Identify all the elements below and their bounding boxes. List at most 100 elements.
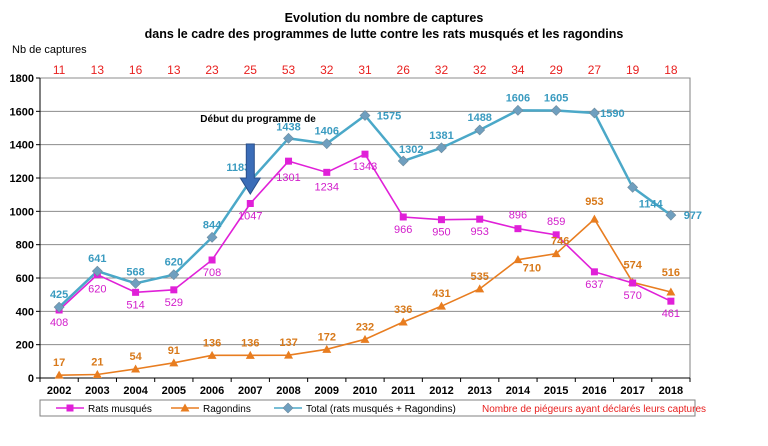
ragondins-data-label: 710	[523, 263, 541, 275]
y-tick-label: 0	[28, 373, 34, 385]
ragondins-data-label: 535	[471, 271, 489, 283]
rats-point	[552, 231, 560, 239]
total-point	[550, 105, 562, 116]
total-point	[397, 155, 409, 167]
total-data-label: 641	[88, 253, 106, 265]
trappers-count-label: 16	[129, 63, 143, 77]
x-tick-label: 2011	[391, 385, 415, 397]
trappers-count-label: 25	[244, 63, 258, 77]
rats-point	[667, 297, 675, 305]
y-tick-label: 1800	[10, 73, 34, 85]
rats-point	[208, 256, 216, 264]
trappers-count-label: 26	[397, 63, 411, 77]
trappers-count-label: 32	[473, 63, 487, 77]
total-data-label: 620	[165, 257, 183, 269]
rats-data-label: 620	[88, 284, 106, 296]
ragondins-data-label: 574	[623, 259, 642, 271]
ragondins-data-label: 516	[662, 267, 680, 279]
total-data-label: 1590	[600, 108, 624, 120]
total-data-label: 977	[684, 210, 702, 222]
x-tick-label: 2008	[276, 385, 300, 397]
x-tick-label: 2010	[353, 385, 377, 397]
rats-data-label: 896	[509, 210, 527, 222]
y-tick-label: 1200	[10, 173, 34, 185]
ragondins-data-label: 137	[279, 337, 297, 349]
y-tick-label: 200	[16, 340, 34, 352]
rats-point	[285, 157, 293, 165]
ragondins-point	[666, 287, 676, 296]
ragondins-data-label: 91	[168, 345, 180, 357]
ragondins-data-label: 54	[129, 351, 142, 363]
ragondins-data-label: 21	[91, 357, 103, 369]
rats-data-label: 859	[547, 216, 565, 228]
total-point	[474, 124, 486, 136]
total-point	[168, 269, 180, 281]
trappers-count-label: 53	[282, 63, 296, 77]
ragondins-point	[551, 249, 561, 258]
x-tick-label: 2003	[85, 385, 109, 397]
total-data-label: 1606	[506, 92, 530, 104]
annotation-arrow	[239, 143, 262, 195]
rats-point	[590, 268, 598, 276]
total-point	[665, 209, 677, 221]
ragondins-point	[322, 344, 332, 353]
ragondins-data-label: 431	[432, 288, 450, 300]
total-point	[588, 107, 600, 119]
rats-data-label: 966	[394, 224, 412, 236]
total-data-label: 1183	[226, 162, 250, 174]
ragondins-point	[245, 350, 255, 359]
total-data-label: 1488	[467, 112, 491, 124]
total-data-label: 1406	[315, 126, 339, 138]
rats-data-label: 708	[203, 267, 221, 279]
total-point	[512, 104, 524, 116]
legend-total-marker	[282, 402, 294, 414]
rats-data-label: 1047	[238, 211, 262, 223]
trappers-count-label: 27	[588, 63, 602, 77]
x-tick-label: 2013	[467, 385, 491, 397]
total-point	[627, 181, 639, 193]
rats-data-label: 408	[50, 317, 68, 329]
total-data-label: 568	[126, 266, 144, 278]
chart-subtitle: dans le cadre des programmes de lutte co…	[144, 27, 624, 41]
ragondins-data-label: 136	[203, 337, 221, 349]
x-tick-label: 2014	[506, 385, 531, 397]
ragondins-data-label: 336	[394, 304, 412, 316]
rats-point	[629, 279, 637, 287]
legend-ragondins-marker	[180, 403, 190, 412]
ragondins-point	[360, 334, 370, 343]
ragondins-point	[131, 364, 141, 373]
total-point	[91, 265, 103, 277]
annotation-label: Début du programme de	[200, 114, 316, 125]
total-data-label: 1605	[544, 93, 568, 105]
rats-data-label: 1301	[276, 172, 300, 184]
y-tick-label: 1600	[10, 106, 34, 118]
trappers-count-label: 13	[91, 63, 105, 77]
x-tick-label: 2002	[47, 385, 71, 397]
total-point	[130, 277, 142, 289]
x-tick-label: 2009	[315, 385, 339, 397]
total-data-label: 844	[203, 219, 222, 231]
ragondins-data-label: 17	[53, 357, 65, 369]
total-data-label: 1381	[429, 130, 453, 142]
trappers-count-label: 31	[358, 63, 372, 77]
rats-point	[476, 215, 484, 223]
total-data-label: 1302	[399, 144, 423, 156]
rats-point	[399, 213, 407, 221]
rats-point	[132, 288, 140, 296]
trappers-count-label: 19	[626, 63, 640, 77]
ragondins-point	[284, 350, 294, 359]
trappers-count-label: 32	[435, 63, 449, 77]
ragondins-data-label: 232	[356, 321, 374, 333]
ragondins-data-label: 953	[585, 196, 603, 208]
rats-data-label: 529	[165, 297, 183, 309]
ragondins-point	[169, 358, 179, 367]
y-tick-label: 600	[16, 273, 34, 285]
ragondins-point	[207, 350, 217, 359]
rats-point	[437, 216, 445, 224]
rats-point	[361, 150, 369, 158]
rats-point	[514, 225, 522, 233]
ragondins-point	[92, 370, 102, 378]
legend-rats-marker	[66, 404, 74, 412]
total-point	[436, 142, 447, 154]
